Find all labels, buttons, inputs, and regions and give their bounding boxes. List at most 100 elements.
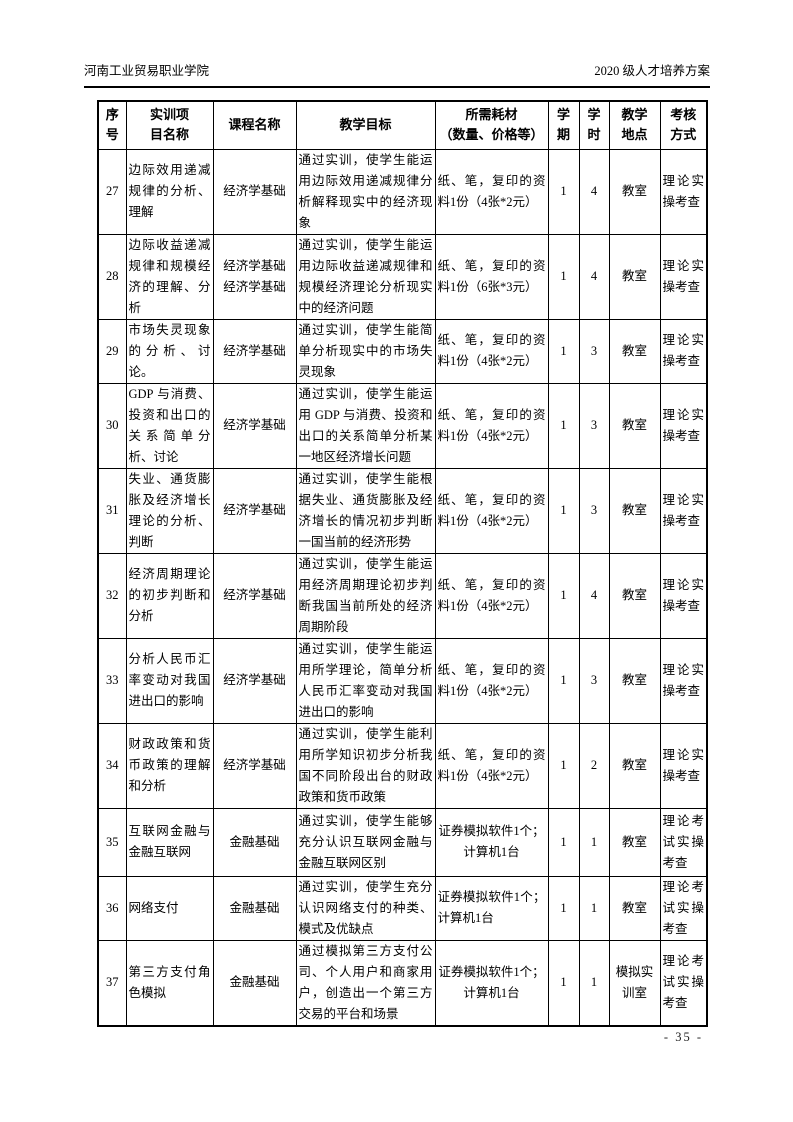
cell-project-name: 互联网金融与金融互联网 bbox=[125, 807, 214, 877]
cell-teaching-objective: 通过实训，使学生能利用所学知识初步分析我国不同阶段出台的财政政策和货币政策 bbox=[295, 722, 436, 809]
cell-project-name: 边际效用递减规律的分析、理解 bbox=[125, 148, 214, 235]
cell-serial: 34 bbox=[97, 722, 127, 809]
cell-location: 教室 bbox=[608, 875, 661, 941]
cell-hours: 3 bbox=[578, 318, 610, 384]
table-row: 35 互联网金融与金融互联网 金融基础 通过实训，使学生能够充分认识互联网金融与… bbox=[97, 807, 708, 877]
cell-hours: 3 bbox=[578, 637, 610, 724]
cell-materials: 纸、笔，复印的资料1份（4张*2元） bbox=[434, 552, 549, 639]
cell-teaching-objective: 通过实训，使学生充分认识网络支付的种类、模式及优缺点 bbox=[295, 875, 436, 941]
cell-materials: 纸、笔，复印的资料1份（4张*2元） bbox=[434, 637, 549, 724]
cell-assessment: 理论实操考查 bbox=[659, 318, 708, 384]
cell-project-name: 网络支付 bbox=[125, 875, 214, 941]
cell-hours: 4 bbox=[578, 148, 610, 235]
cell-assessment: 理论考试实操考查 bbox=[659, 875, 708, 941]
col-header-location: 教学 地点 bbox=[608, 100, 661, 150]
cell-project-name: GDP 与消费、投资和出口的关系简单分析、讨论 bbox=[125, 382, 214, 469]
cell-semester: 1 bbox=[547, 318, 580, 384]
col-header-hours: 学 时 bbox=[578, 100, 610, 150]
cell-materials: 纸、笔，复印的资料1份（4张*2元） bbox=[434, 148, 549, 235]
cell-location: 教室 bbox=[608, 233, 661, 320]
cell-teaching-objective: 通过实训，使学生能够充分认识互联网金融与金融互联网区别 bbox=[295, 807, 436, 877]
cell-hours: 4 bbox=[578, 233, 610, 320]
cell-teaching-objective: 通过实训，使学生能根据失业、通货膨胀及经济增长的情况初步判断一国当前的经济形势 bbox=[295, 467, 436, 554]
cell-course-name: 金融基础 bbox=[212, 875, 297, 941]
cell-project-name: 财政政策和货币政策的理解和分析 bbox=[125, 722, 214, 809]
col-header-course: 课程名称 bbox=[212, 100, 297, 150]
cell-assessment: 理论考试实操考查 bbox=[659, 807, 708, 877]
table-row: 29 市场失灵现象的分析、讨论。 经济学基础 通过实训，使学生能简单分析现实中的… bbox=[97, 318, 708, 384]
cell-teaching-objective: 通过实训，使学生能简单分析现实中的市场失灵现象 bbox=[295, 318, 436, 384]
cell-semester: 1 bbox=[547, 148, 580, 235]
cell-project-name: 经济周期理论的初步判断和分析 bbox=[125, 552, 214, 639]
cell-materials: 纸、笔，复印的资料1份（6张*3元） bbox=[434, 233, 549, 320]
cell-assessment: 理论实操考查 bbox=[659, 382, 708, 469]
cell-semester: 1 bbox=[547, 939, 580, 1026]
cell-assessment: 理论实操考查 bbox=[659, 467, 708, 554]
cell-course-name: 经济学基础 bbox=[212, 552, 297, 639]
cell-hours: 1 bbox=[578, 875, 610, 941]
cell-semester: 1 bbox=[547, 807, 580, 877]
cell-semester: 1 bbox=[547, 552, 580, 639]
page-header: 河南工业贸易职业学院 2020 级人才培养方案 bbox=[84, 60, 710, 88]
cell-assessment: 理论实操考查 bbox=[659, 552, 708, 639]
cell-assessment: 理论实操考查 bbox=[659, 233, 708, 320]
cell-semester: 1 bbox=[547, 722, 580, 809]
cell-project-name: 失业、通货膨胀及经济增长理论的分析、判断 bbox=[125, 467, 214, 554]
table-row: 31 失业、通货膨胀及经济增长理论的分析、判断 经济学基础 通过实训，使学生能根… bbox=[97, 467, 708, 554]
cell-serial: 30 bbox=[97, 382, 127, 469]
cell-serial: 28 bbox=[97, 233, 127, 320]
cell-assessment: 理论实操考查 bbox=[659, 148, 708, 235]
cell-serial: 31 bbox=[97, 467, 127, 554]
cell-serial: 35 bbox=[97, 807, 127, 877]
training-projects-table: 序 号 实训项 目名称 课程名称 教学目标 所需耗材 （数量、价格等） 学 期 … bbox=[97, 100, 708, 1027]
cell-hours: 3 bbox=[578, 382, 610, 469]
cell-location: 教室 bbox=[608, 637, 661, 724]
table-header-row: 序 号 实训项 目名称 课程名称 教学目标 所需耗材 （数量、价格等） 学 期 … bbox=[97, 100, 708, 150]
table-row: 34 财政政策和货币政策的理解和分析 经济学基础 通过实训，使学生能利用所学知识… bbox=[97, 722, 708, 809]
cell-assessment: 理论实操考查 bbox=[659, 722, 708, 809]
cell-location: 教室 bbox=[608, 807, 661, 877]
cell-serial: 36 bbox=[97, 875, 127, 941]
cell-teaching-objective: 通过实训，使学生能运用经济周期理论初步判断我国当前所处的经济周期阶段 bbox=[295, 552, 436, 639]
cell-hours: 1 bbox=[578, 807, 610, 877]
cell-course-name: 经济学基础 bbox=[212, 637, 297, 724]
col-header-serial: 序 号 bbox=[97, 100, 127, 150]
cell-assessment: 理论实操考查 bbox=[659, 637, 708, 724]
cell-teaching-objective: 通过模拟第三方支付公司、个人用户和商家用户，创造出一个第三方交易的平台和场景 bbox=[295, 939, 436, 1026]
col-header-project: 实训项 目名称 bbox=[125, 100, 214, 150]
table-row: 37 第三方支付角色模拟 金融基础 通过模拟第三方支付公司、个人用户和商家用户，… bbox=[97, 939, 708, 1026]
cell-teaching-objective: 通过实训，使学生能运用边际效用递减规律分析解释现实中的经济现象 bbox=[295, 148, 436, 235]
cell-location: 教室 bbox=[608, 552, 661, 639]
cell-semester: 1 bbox=[547, 233, 580, 320]
cell-serial: 32 bbox=[97, 552, 127, 639]
cell-materials: 纸、笔，复印的资料1份（4张*2元） bbox=[434, 318, 549, 384]
col-header-materials: 所需耗材 （数量、价格等） bbox=[434, 100, 549, 150]
table-row: 32 经济周期理论的初步判断和分析 经济学基础 通过实训，使学生能运用经济周期理… bbox=[97, 552, 708, 639]
cell-assessment: 理论考试实操考查 bbox=[659, 939, 708, 1026]
cell-materials: 证券模拟软件1个；计算机1台 bbox=[434, 875, 549, 941]
cell-materials: 证券模拟软件1个；计算机1台 bbox=[434, 939, 549, 1026]
cell-project-name: 边际收益递减规律和规模经济的理解、分析 bbox=[125, 233, 214, 320]
plan-title: 2020 级人才培养方案 bbox=[594, 64, 710, 78]
cell-hours: 2 bbox=[578, 722, 610, 809]
cell-semester: 1 bbox=[547, 875, 580, 941]
cell-hours: 4 bbox=[578, 552, 610, 639]
cell-course-name: 经济学基础 bbox=[212, 722, 297, 809]
cell-location: 教室 bbox=[608, 148, 661, 235]
cell-location: 教室 bbox=[608, 467, 661, 554]
cell-course-name: 经济学基础 经济学基础 bbox=[212, 233, 297, 320]
col-header-assessment: 考核 方式 bbox=[659, 100, 708, 150]
table-row: 36 网络支付 金融基础 通过实训，使学生充分认识网络支付的种类、模式及优缺点 … bbox=[97, 875, 708, 941]
col-header-semester: 学 期 bbox=[547, 100, 580, 150]
cell-materials: 证券模拟软件1个；计算机1台 bbox=[434, 807, 549, 877]
cell-materials: 纸、笔，复印的资料1份（4张*2元） bbox=[434, 722, 549, 809]
cell-teaching-objective: 通过实训，使学生能运用 GDP 与消费、投资和出口的关系简单分析某一地区经济增长… bbox=[295, 382, 436, 469]
table-row: 33 分析人民币汇率变动对我国进出口的影响 经济学基础 通过实训，使学生能运用所… bbox=[97, 637, 708, 724]
col-header-objective: 教学目标 bbox=[295, 100, 436, 150]
cell-course-name: 经济学基础 bbox=[212, 148, 297, 235]
cell-semester: 1 bbox=[547, 382, 580, 469]
cell-hours: 1 bbox=[578, 939, 610, 1026]
cell-teaching-objective: 通过实训，使学生能运用边际收益递减规律和规模经济理论分析现实中的经济问题 bbox=[295, 233, 436, 320]
cell-location: 模拟实训室 bbox=[608, 939, 661, 1026]
